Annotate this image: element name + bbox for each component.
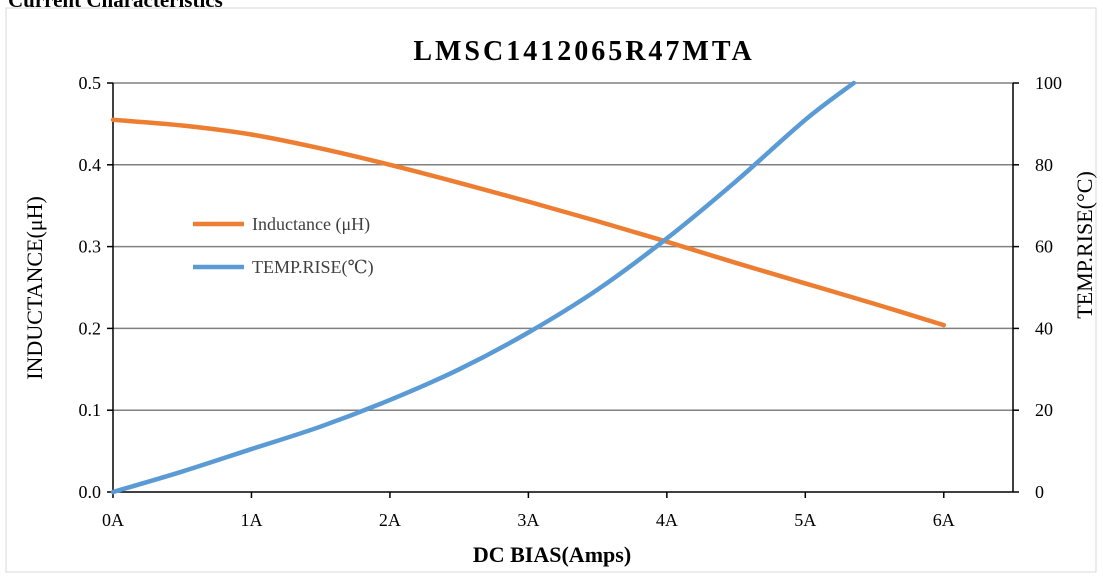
y-axis-right-title: TEMP.RISE(°C) [1072,171,1097,319]
axes: 0A 1A 2A 3A 4A 5A 6A 0.0 0.1 0.2 0.3 0.4 0.5 0 20 40 60 8… [79,73,1063,530]
y-right-tick-label: 80 [1035,155,1053,175]
y-left-tick-label: 0.3 [79,237,102,257]
x-tick-label: 3A [517,510,539,530]
legend-label: Inductance (μH) [252,214,370,235]
y-right-tick-label: 0 [1035,482,1044,502]
y-right-tick-label: 40 [1035,318,1053,338]
x-tick-label: 1A [240,510,262,530]
series-lines [110,80,947,495]
legend: Inductance (μH) TEMP.RISE(℃) [193,214,374,278]
chart-title: LMSC1412065R47MTA [413,36,754,67]
x-tick-label: 5A [794,510,816,530]
gridlines [113,82,1013,411]
series-line-inductance [110,117,947,328]
y-left-tick-label: 0.4 [79,155,102,175]
x-axis-title: DC BIAS(Amps) [473,542,631,567]
series-line-temp-rise [110,80,857,495]
x-tick-label: 6A [933,510,955,530]
y-right-tick-label: 20 [1035,400,1053,420]
y-axis-left-title: INDUCTANCE(μH) [22,196,47,380]
chart-area [5,7,1097,573]
legend-label: TEMP.RISE(℃) [252,257,374,278]
y-left-tick-label: 0.2 [79,318,102,338]
y-right-tick-label: 100 [1035,73,1062,93]
y-right-tick-label: 60 [1035,237,1053,257]
y-left-tick-label: 0.1 [79,400,102,420]
x-tick-label: 0A [102,510,124,530]
x-tick-label: 2A [379,510,401,530]
y-left-tick-label: 0.0 [79,482,102,502]
x-tick-label: 4A [656,510,678,530]
y-left-tick-label: 0.5 [79,73,102,93]
